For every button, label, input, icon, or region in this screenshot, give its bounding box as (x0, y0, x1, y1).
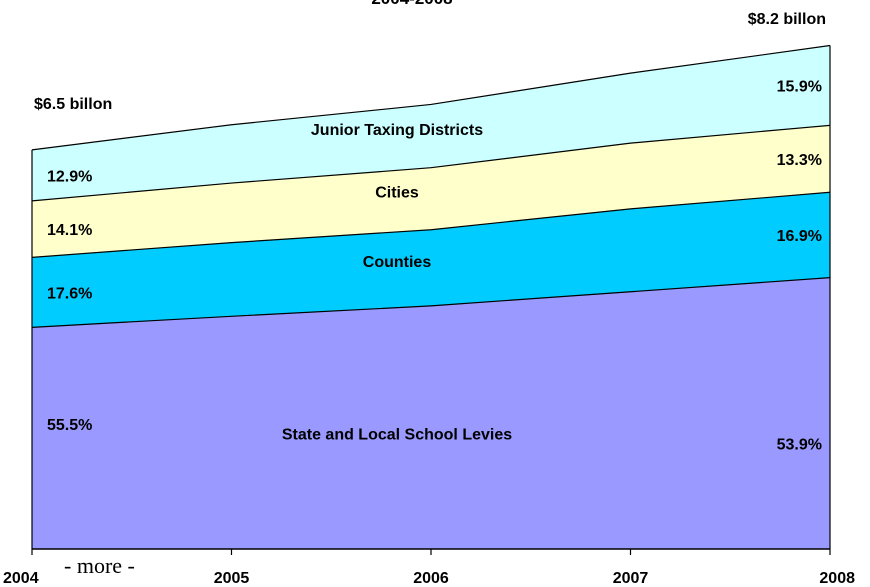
pct-end-cities: 13.3% (777, 152, 822, 169)
boundary-cities (31, 124, 831, 202)
x-tick-label: 2006 (413, 570, 449, 587)
pct-start-counties: 17.6% (47, 285, 92, 302)
series-name-schools: State and Local School Levies (282, 426, 512, 443)
area-junior (32, 45, 830, 201)
x-axis: 2004 2005 2006 2007 2008 (3, 548, 855, 587)
total-label-start: $6.5 billon (34, 96, 112, 113)
area-cities (32, 125, 830, 258)
x-tick-label: 2005 (214, 570, 250, 587)
area-schools (32, 277, 830, 549)
series-name-counties: Counties (363, 254, 432, 271)
footer-more-text: - more - (64, 553, 135, 578)
chart-title: 2004-2008 (371, 0, 452, 8)
series-labels: 55.5% 53.9% State and Local School Levies 1… (47, 78, 822, 453)
pct-start-junior: 12.9% (47, 168, 92, 185)
series-name-cities: Cities (375, 185, 419, 202)
boundary-junior (31, 44, 831, 151)
total-label-end: $8.2 billon (748, 11, 826, 28)
area-layers (32, 45, 830, 549)
pct-end-junior: 15.9% (777, 78, 822, 95)
series-name-junior: Junior Taxing Districts (311, 122, 483, 139)
x-tick-label: 2004 (3, 570, 39, 587)
x-tick-label: 2007 (613, 570, 649, 587)
pct-end-counties: 16.9% (777, 228, 822, 245)
boundary-counties (31, 191, 831, 258)
pct-end-schools: 53.9% (777, 436, 822, 453)
series-boundaries (31, 44, 831, 549)
area-counties (32, 192, 830, 328)
boundary-schools (31, 277, 831, 328)
pct-start-cities: 14.1% (47, 222, 92, 239)
pct-start-schools: 55.5% (47, 417, 92, 434)
x-tick-label: 2008 (819, 570, 855, 587)
